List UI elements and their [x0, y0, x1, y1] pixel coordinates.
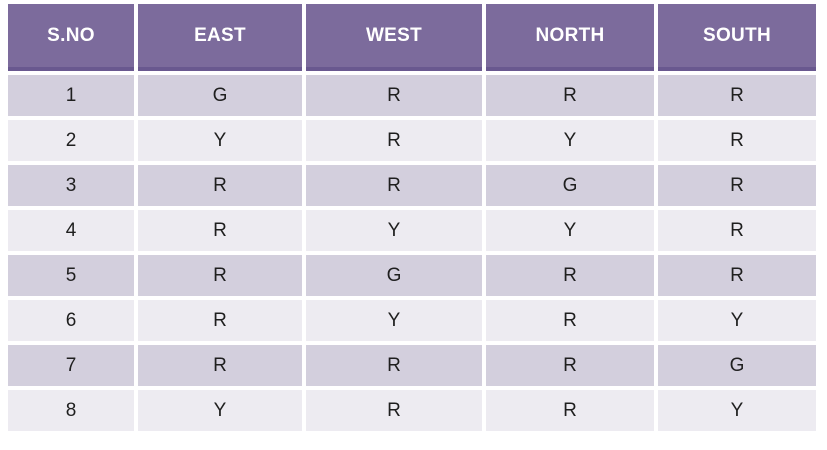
- signal-state-cell: R: [306, 120, 482, 161]
- signal-state-cell: G: [658, 345, 816, 386]
- signal-state-cell: R: [658, 255, 816, 296]
- signal-state-cell: Y: [486, 120, 654, 161]
- header-row: S.NO EAST WEST NORTH SOUTH: [8, 4, 816, 71]
- signal-state-cell: R: [306, 165, 482, 206]
- signal-state-cell: Y: [486, 210, 654, 251]
- signal-state-cell: R: [658, 120, 816, 161]
- signal-state-cell: Y: [306, 210, 482, 251]
- signal-state-cell: R: [138, 345, 302, 386]
- column-header-sno: S.NO: [8, 4, 134, 71]
- signal-state-cell: Y: [658, 300, 816, 341]
- signal-state-cell: Y: [306, 300, 482, 341]
- signal-state-cell: R: [486, 390, 654, 431]
- row-number-cell: 2: [8, 120, 134, 161]
- signal-state-cell: R: [138, 165, 302, 206]
- row-number-cell: 1: [8, 75, 134, 116]
- signal-state-cell: R: [658, 165, 816, 206]
- signal-state-cell: R: [486, 345, 654, 386]
- column-header-east: EAST: [138, 4, 302, 71]
- signal-state-cell: R: [486, 75, 654, 116]
- row-number-cell: 4: [8, 210, 134, 251]
- row-number-cell: 3: [8, 165, 134, 206]
- signal-state-cell: G: [138, 75, 302, 116]
- signal-state-cell: R: [306, 345, 482, 386]
- signal-state-cell: G: [486, 165, 654, 206]
- signal-state-cell: Y: [138, 120, 302, 161]
- column-header-south: SOUTH: [658, 4, 816, 71]
- signal-state-cell: G: [306, 255, 482, 296]
- signal-state-cell: R: [306, 75, 482, 116]
- signal-state-cell: R: [658, 75, 816, 116]
- column-header-west: WEST: [306, 4, 482, 71]
- signal-state-cell: R: [306, 390, 482, 431]
- signal-state-cell: R: [138, 300, 302, 341]
- row-number-cell: 5: [8, 255, 134, 296]
- signal-state-cell: R: [138, 255, 302, 296]
- column-header-north: NORTH: [486, 4, 654, 71]
- signal-state-cell: Y: [658, 390, 816, 431]
- row-number-cell: 6: [8, 300, 134, 341]
- signal-state-cell: R: [486, 300, 654, 341]
- signal-state-cell: Y: [138, 390, 302, 431]
- signal-state-cell: R: [138, 210, 302, 251]
- signal-state-cell: R: [486, 255, 654, 296]
- row-number-cell: 7: [8, 345, 134, 386]
- row-number-cell: 8: [8, 390, 134, 431]
- signal-state-cell: R: [658, 210, 816, 251]
